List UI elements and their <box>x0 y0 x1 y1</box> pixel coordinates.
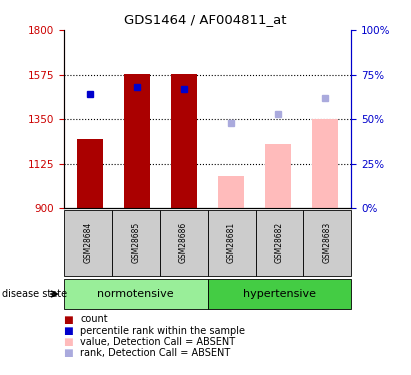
Bar <box>266 144 291 208</box>
Text: GSM28684: GSM28684 <box>83 222 92 263</box>
Text: disease state: disease state <box>2 289 67 299</box>
Text: rank, Detection Call = ABSENT: rank, Detection Call = ABSENT <box>80 348 231 358</box>
Text: hypertensive: hypertensive <box>243 289 316 299</box>
Bar <box>218 177 244 208</box>
Text: count: count <box>80 315 108 324</box>
Text: ■: ■ <box>63 326 73 336</box>
Bar <box>171 74 197 208</box>
Text: value, Detection Call = ABSENT: value, Detection Call = ABSENT <box>80 337 235 347</box>
Text: ■: ■ <box>63 348 73 358</box>
Bar <box>77 139 103 208</box>
Text: percentile rank within the sample: percentile rank within the sample <box>80 326 245 336</box>
Text: ■: ■ <box>63 337 73 347</box>
Text: GSM28686: GSM28686 <box>179 222 188 263</box>
Text: GDS1464 / AF004811_at: GDS1464 / AF004811_at <box>124 13 287 26</box>
Text: ■: ■ <box>63 315 73 324</box>
Text: GSM28682: GSM28682 <box>275 222 284 263</box>
Text: GSM28685: GSM28685 <box>131 222 140 263</box>
Text: GSM28681: GSM28681 <box>227 222 236 263</box>
Text: normotensive: normotensive <box>97 289 174 299</box>
Text: GSM28683: GSM28683 <box>323 222 332 263</box>
Bar <box>124 74 150 208</box>
Bar <box>312 118 338 208</box>
